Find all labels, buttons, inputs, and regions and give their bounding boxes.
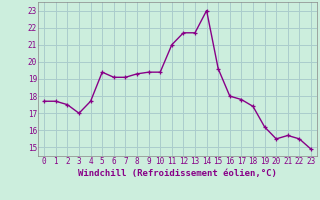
X-axis label: Windchill (Refroidissement éolien,°C): Windchill (Refroidissement éolien,°C)	[78, 169, 277, 178]
